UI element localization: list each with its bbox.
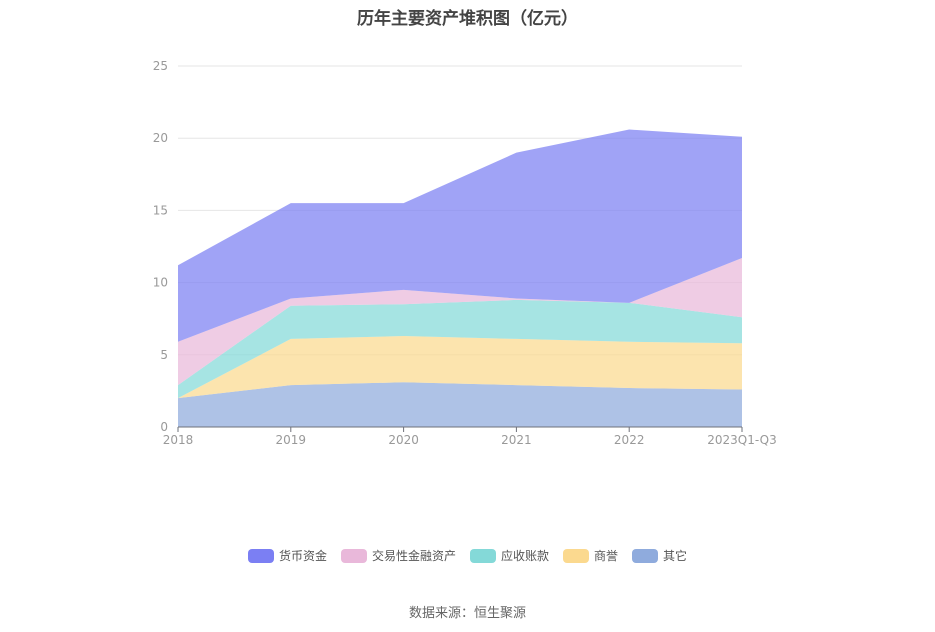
x-tick-label-3: 2021 [501,433,532,447]
area-layers [178,129,742,427]
y-tick-label-10: 10 [153,276,168,290]
legend-label: 商誉 [594,549,619,563]
x-tick-label-1: 2019 [276,433,307,447]
y-tick-label-15: 15 [153,203,168,217]
legend-item-1[interactable]: 交易性金融资产 [340,547,456,564]
legend-swatch [247,548,274,563]
legend-swatch [632,548,659,563]
axes: 0 5 10 15 20 25 2018 2019 2020 2021 2022 2023Q1-Q3 [153,59,777,447]
y-tick-label-0: 0 [160,420,168,434]
legend-label: 交易性金融资产 [371,549,456,563]
legend-swatch [340,548,367,563]
legend-item-3[interactable]: 商誉 [563,547,618,564]
y-tick-label-5: 5 [160,348,168,362]
x-tick-label-4: 2022 [614,433,645,447]
legend-item-2[interactable]: 应收账款 [469,547,549,564]
legend-label: 货币资金 [278,549,327,563]
y-tick-label-25: 25 [153,59,168,73]
x-tick-label-5: 2023Q1-Q3 [707,433,776,447]
legend-swatch [563,548,589,563]
data-source: 数据来源：恒生聚源 [408,606,526,621]
area-series-2 [178,299,742,399]
legend-item-0[interactable]: 货币资金 [247,547,327,564]
area-series-1 [178,336,742,399]
legend-label: 应收账款 [500,549,549,563]
area-series-0 [178,382,742,427]
legend: 货币资金 交易性金融资产 应收账款 商誉 其它 [0,547,935,564]
legend-swatch [469,548,496,563]
area-series-4 [178,129,742,342]
x-tick-label-0: 2018 [163,433,194,447]
y-tick-label-20: 20 [153,131,168,145]
x-tick-label-2: 2020 [388,433,419,447]
chart-title: 历年主要资产堆积图（亿元） [357,9,578,29]
legend-item-4[interactable]: 其它 [632,547,687,564]
legend-label: 其它 [663,549,688,563]
